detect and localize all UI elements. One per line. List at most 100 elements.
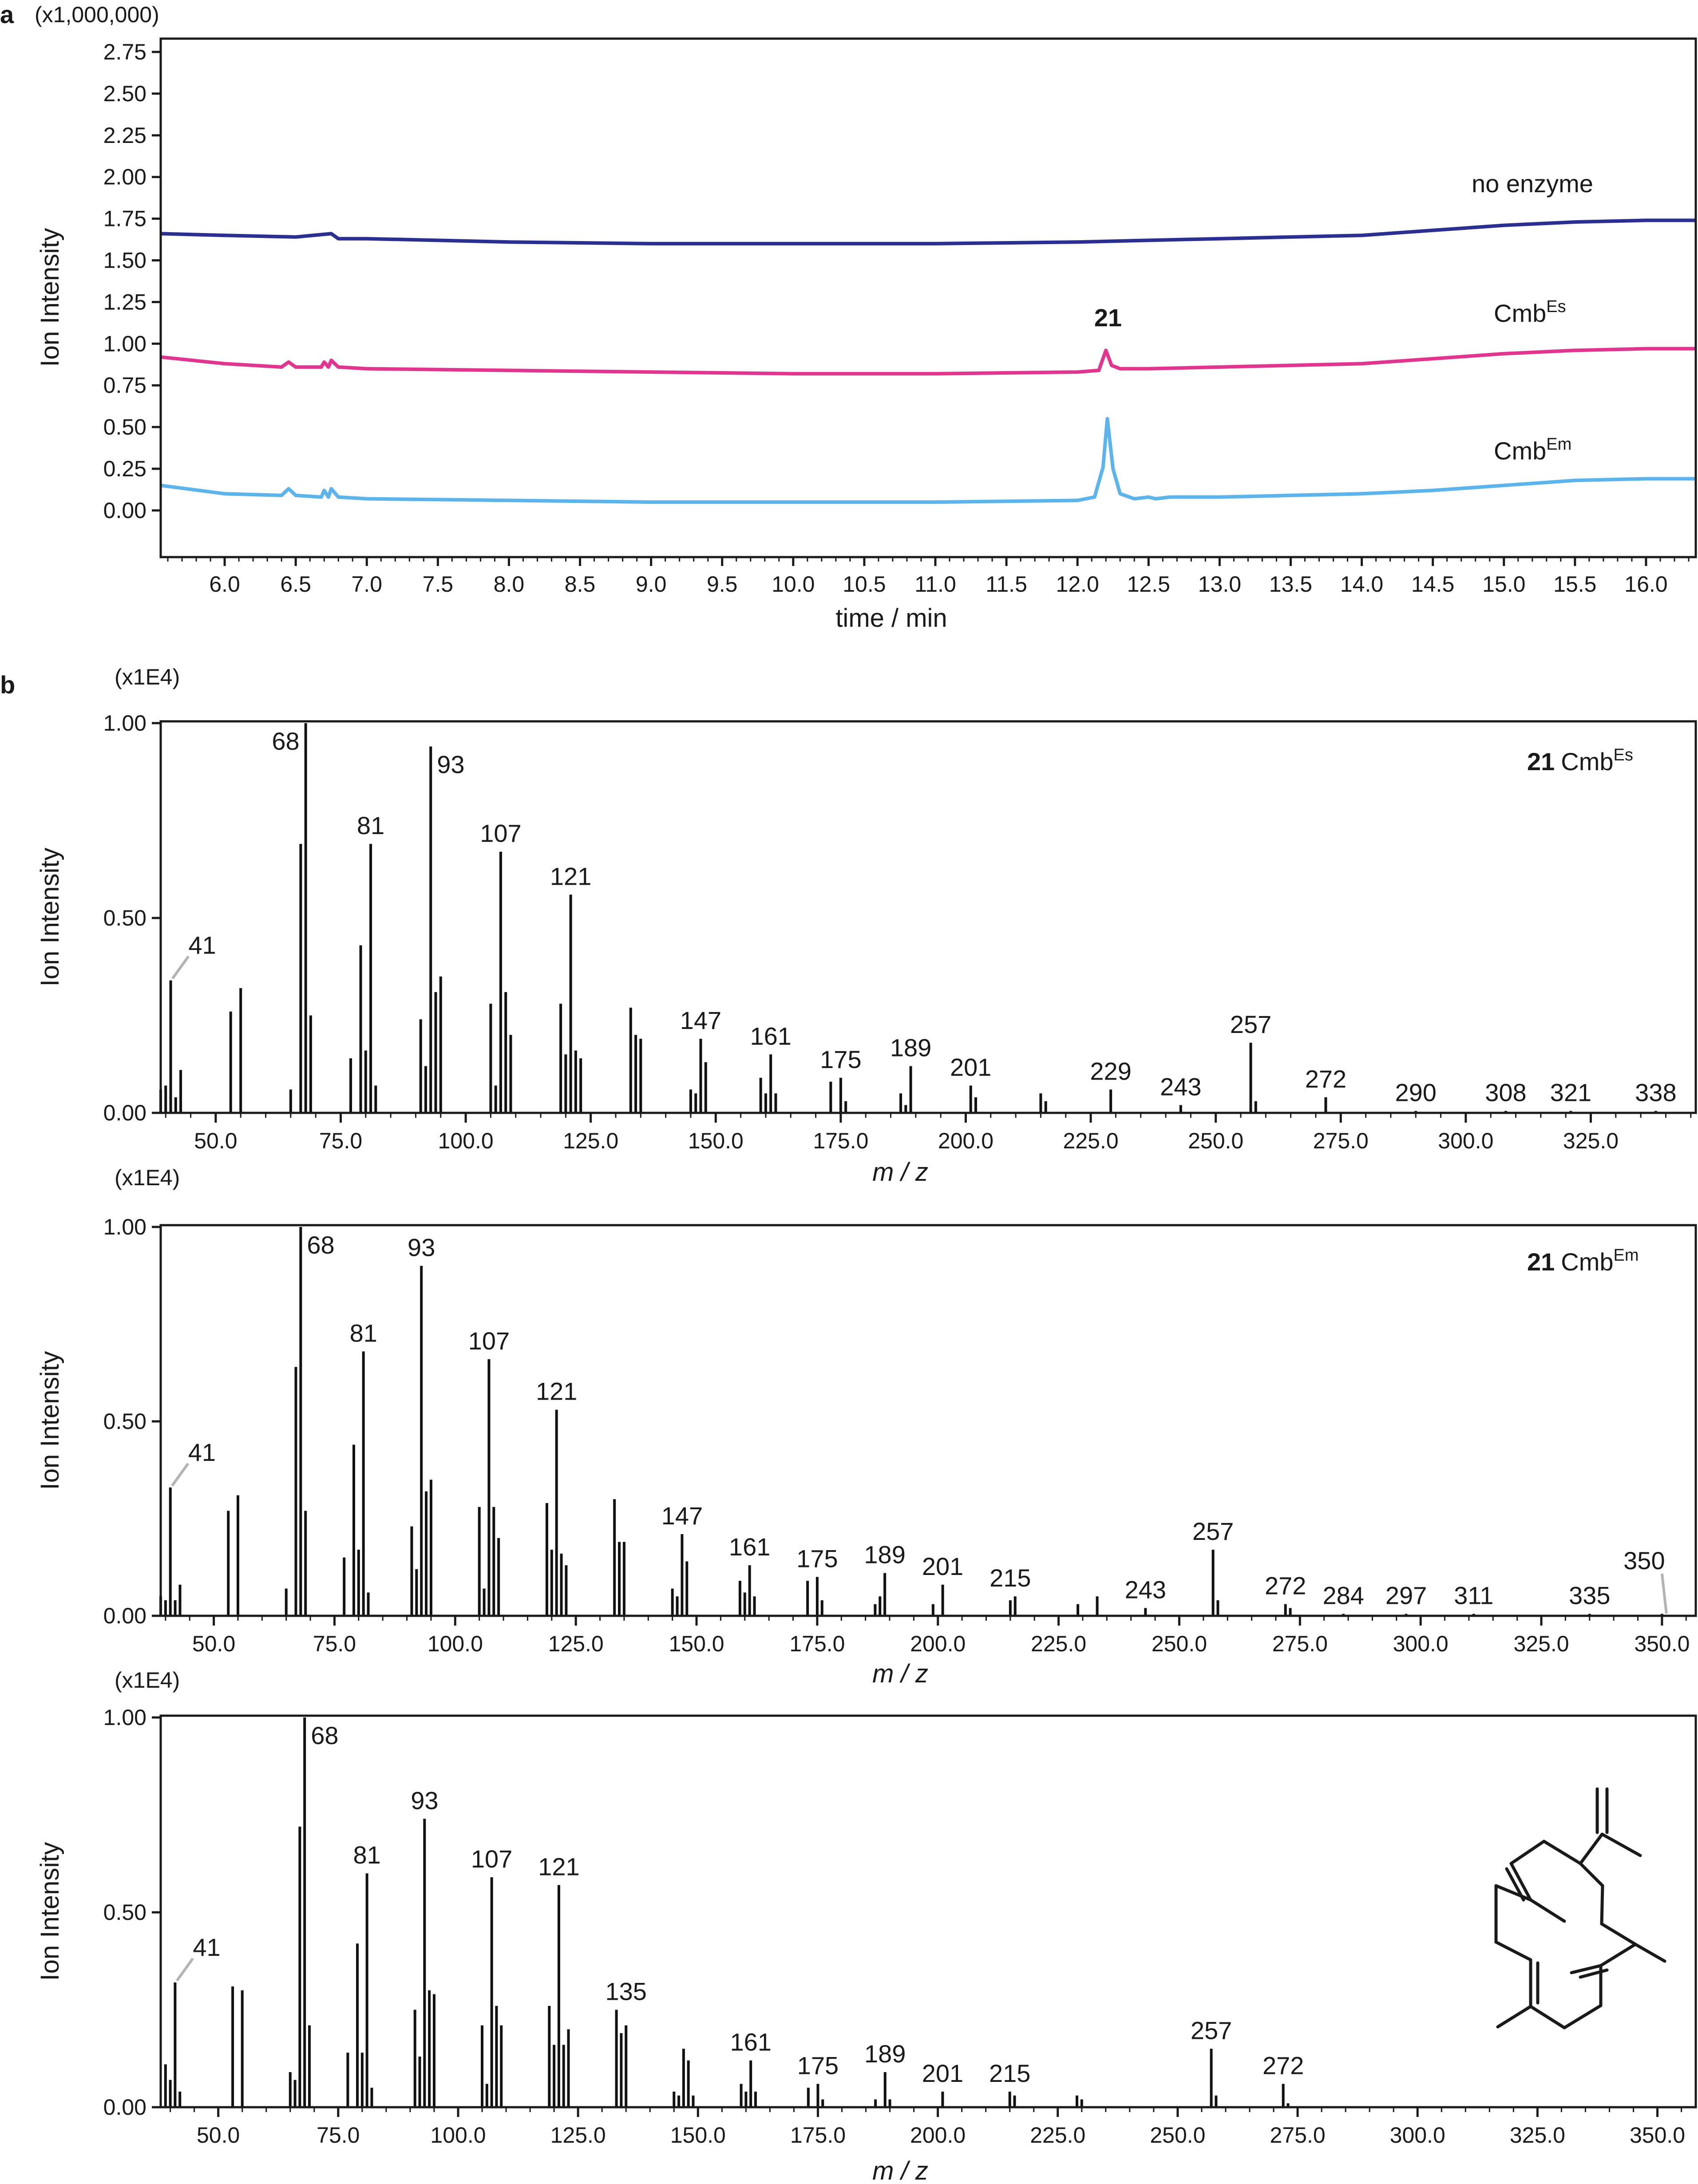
x-tick-label: 250.0	[1188, 1128, 1243, 1153]
peak-label-121: 121	[538, 1853, 579, 1881]
spectrum-title-ms1: 21 CmbEs	[1527, 746, 1633, 775]
plot-frame-a	[159, 37, 1697, 558]
peak-label-41: 41	[193, 1933, 220, 1961]
peak-annotation-21: 21	[1094, 304, 1122, 332]
peak-label-107: 107	[480, 819, 521, 847]
peak-label-161: 161	[730, 2028, 771, 2056]
x-tick-label: 150.0	[688, 1128, 744, 1153]
y-tick-label-a: 2.00	[103, 165, 146, 190]
x-tick-label: 50.0	[192, 1631, 235, 1656]
x-tick-label: 125.0	[550, 2123, 606, 2148]
peak-label-135: 135	[605, 1978, 646, 2006]
peak-label-215: 215	[989, 2059, 1030, 2087]
peak-label-189: 189	[864, 1541, 905, 1569]
x-axis-label-ms2: m / z	[872, 1659, 928, 1688]
peak-label-290: 290	[1395, 1079, 1437, 1107]
x-tick-label-a: 16.0	[1624, 572, 1667, 597]
y-tick-label: 1.00	[103, 1215, 146, 1239]
y-tick-label: 0.00	[103, 1100, 146, 1125]
x-tick-label: 50.0	[194, 1128, 237, 1153]
x-tick-label: 350.0	[1630, 2123, 1685, 2148]
peak-label-68: 68	[311, 1721, 338, 1749]
x-tick-label: 300.0	[1393, 1631, 1449, 1656]
y-axis-label-ms2: Ion Intensity	[36, 1351, 64, 1490]
x-tick-label-a: 14.0	[1340, 572, 1383, 597]
x-tick-label: 325.0	[1513, 1631, 1569, 1656]
y-tick-label-a: 1.75	[103, 206, 146, 231]
x-tick-label: 275.0	[1270, 2123, 1326, 2148]
peak-label-81: 81	[353, 1841, 381, 1869]
series-line-cmbem	[160, 417, 1696, 504]
peak-label-257: 257	[1192, 1517, 1234, 1545]
y-tick-label-a: 1.00	[103, 331, 146, 356]
series-line-no-enzyme	[160, 218, 1696, 245]
y-tick-label-a: 0.50	[103, 415, 146, 439]
x-tick-label: 75.0	[313, 1631, 356, 1656]
peak-label-272: 272	[1305, 1065, 1346, 1093]
x-tick-label: 250.0	[1150, 2123, 1205, 2148]
x-tick-label: 125.0	[563, 1128, 618, 1153]
y-tick-label-a: 2.75	[103, 40, 146, 64]
peak-label-284: 284	[1322, 1582, 1364, 1610]
x-tick-label: 200.0	[910, 2123, 966, 2148]
y-tick-label: 0.00	[103, 1603, 146, 1628]
series-line-cmbes	[160, 347, 1696, 376]
x-tick-label-a: 9.5	[707, 572, 738, 597]
peak-label-321: 321	[1550, 1079, 1591, 1107]
x-tick-label-a: 9.0	[636, 572, 667, 597]
y-tick-label: 0.00	[103, 2095, 146, 2120]
x-tick-label: 100.0	[438, 1128, 494, 1153]
y-axis-label-ms1: Ion Intensity	[36, 848, 64, 987]
x-tick-label-a: 11.5	[986, 572, 1027, 597]
peak-label-201: 201	[922, 2059, 963, 2087]
peak-label-243: 243	[1125, 1575, 1166, 1603]
x-tick-label-a: 12.5	[1127, 572, 1170, 597]
x-tick-label: 225.0	[1063, 1128, 1119, 1153]
x-tick-label-a: 8.0	[494, 572, 525, 597]
y-tick-label-a: 0.25	[103, 456, 146, 481]
peak-label-121: 121	[550, 862, 591, 890]
legend-cmb-es: CmbEs	[1494, 297, 1566, 327]
y-tick-label: 1.00	[103, 1705, 146, 1730]
y-tick-label-a: 0.00	[103, 498, 146, 523]
panel-label-a: a	[0, 0, 14, 28]
panel-a-chromatogram: a (x1,000,000) 6.0 6.5 7.0 7.5 8.0 8.5 9.0 9.5 1…	[0, 0, 1697, 633]
peak-label-272: 272	[1263, 2051, 1304, 2079]
peak-leader-line	[175, 1958, 194, 1982]
x-tick-label: 225.0	[1031, 1631, 1086, 1656]
exponent-label-ms1: (x1E4)	[115, 665, 180, 689]
peak-leader-line	[1660, 1573, 1668, 1614]
x-tick-label: 250.0	[1152, 1631, 1207, 1656]
peak-label-41: 41	[188, 1438, 216, 1466]
x-tick-label: 275.0	[1272, 1631, 1328, 1656]
peak-label-189: 189	[890, 1034, 931, 1062]
x-tick-label-a: 6.0	[209, 572, 240, 597]
mass-spectrum-reference: (x1E4) 68 93 81 107 121 41 135 161 175 189 201 215 2…	[36, 1668, 1697, 2184]
peak-label-338: 338	[1635, 1079, 1676, 1107]
y-tick-label-a: 2.50	[103, 81, 146, 106]
y-tick-label-a: 1.50	[103, 248, 146, 273]
peak-label-41: 41	[189, 931, 216, 959]
peak-label-93: 93	[411, 1786, 438, 1814]
x-tick-label-a: 14.5	[1411, 572, 1454, 597]
macrocyclic-diterpene-structure-icon	[1494, 1787, 1666, 2030]
x-tick-label: 325.0	[1510, 2123, 1565, 2148]
peak-label-81: 81	[357, 811, 384, 839]
x-axis-label-a: time / min	[835, 604, 947, 633]
x-tick-label: 150.0	[670, 2123, 726, 2148]
y-tick-label: 0.50	[103, 1409, 146, 1434]
spectrum-title-ms2: 21 CmbEm	[1527, 1246, 1639, 1276]
peak-label-350: 350	[1623, 1547, 1665, 1575]
peak-label-175: 175	[797, 2051, 839, 2079]
peak-label-68: 68	[272, 727, 299, 755]
y-axis-label-ms3: Ion Intensity	[36, 1842, 64, 1981]
peak-leader-line	[171, 1463, 190, 1487]
peak-label-147: 147	[661, 1502, 703, 1530]
y-tick-label: 0.50	[103, 906, 146, 930]
x-tick-label: 225.0	[1030, 2123, 1085, 2148]
x-tick-label-a: 12.0	[1056, 572, 1099, 597]
peak-label-308: 308	[1485, 1079, 1526, 1107]
x-tick-label: 325.0	[1563, 1128, 1619, 1153]
peak-label-201: 201	[922, 1552, 963, 1580]
